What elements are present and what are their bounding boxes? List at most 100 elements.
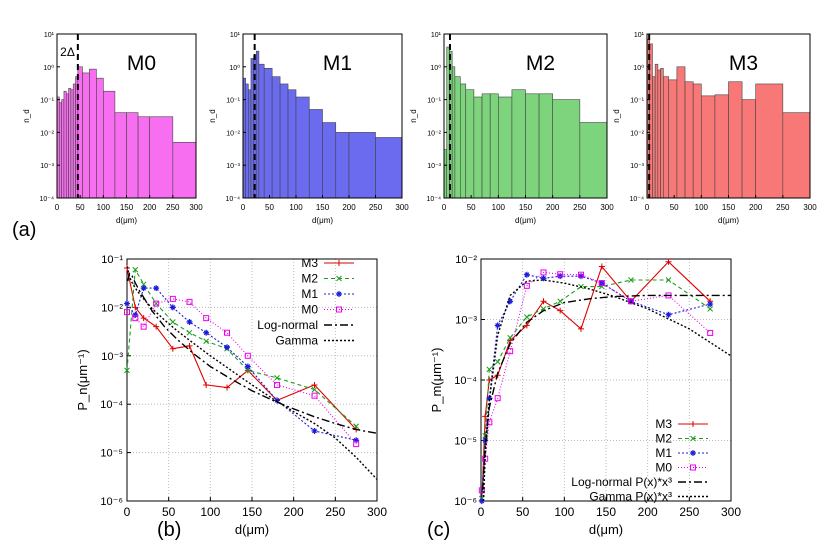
x-tick-label: 250	[325, 505, 345, 519]
data-point	[203, 338, 210, 345]
y-tick-label: 10⁻²	[427, 130, 441, 137]
x-tick-label: 0	[478, 505, 485, 519]
series-m2	[124, 266, 360, 430]
histogram-bar	[473, 96, 483, 199]
y-tick-label: 10⁰	[229, 64, 240, 72]
y-tick-label: 10⁻²	[630, 130, 644, 137]
data-point	[557, 273, 564, 280]
data-point	[124, 309, 130, 316]
histogram-bar	[668, 79, 678, 199]
panel-title: M0	[127, 52, 156, 75]
data-point	[336, 291, 342, 297]
histogram-bar	[103, 90, 116, 199]
data-point	[523, 271, 530, 278]
series-line	[482, 294, 731, 491]
data-point	[353, 423, 360, 430]
y-tick-label: 10⁻²	[226, 130, 240, 137]
x-tick-label: 200	[284, 505, 304, 519]
x-tick-label: 100	[492, 203, 506, 212]
y-tick-label: 10⁻²	[40, 130, 54, 137]
data-point	[707, 301, 714, 308]
y-axis-label: n_d	[208, 109, 217, 122]
legend-label: Gamma P(x)*x³	[589, 490, 672, 504]
data-point	[186, 342, 193, 349]
legend-label: Log-normal P(x)*x³	[571, 475, 672, 489]
data-point	[540, 269, 547, 276]
series-m1	[478, 271, 714, 504]
x-tick-label: 0	[124, 505, 131, 519]
histogram-bar	[149, 116, 174, 199]
y-tick-label: 10¹	[44, 32, 55, 39]
x-tick-label: 50	[162, 505, 176, 519]
data-point	[203, 329, 210, 336]
data-point	[486, 419, 493, 426]
x-tick-label: 300	[367, 505, 387, 519]
data-point	[494, 322, 501, 329]
y-tick-label: 10⁻⁶	[100, 496, 123, 508]
x-axis-label: d(μm)	[235, 522, 269, 537]
x-tick-label: 50	[516, 505, 530, 519]
histogram-bar	[498, 96, 513, 199]
x-axis-label: d(μm)	[312, 216, 333, 225]
data-point	[311, 386, 318, 393]
y-axis-label: n_d	[612, 109, 621, 122]
x-tick-label: 0	[442, 203, 447, 212]
data-point	[153, 285, 160, 292]
histogram-bar	[59, 102, 62, 199]
data-point	[274, 381, 280, 388]
data-point	[186, 298, 193, 305]
histogram-bar	[782, 112, 811, 199]
series-log-normal	[482, 294, 731, 491]
histogram-bar	[295, 96, 310, 199]
panel-title: M1	[323, 52, 352, 75]
legend-label: Gamma	[275, 334, 318, 348]
y-tick-label: 10⁻⁵	[100, 448, 123, 460]
y-tick-label: 10⁻¹	[101, 254, 123, 266]
data-point	[140, 323, 147, 330]
panel-label-a: (a)	[12, 219, 36, 241]
series-line	[126, 267, 357, 430]
data-point	[540, 298, 547, 305]
data-point	[244, 352, 251, 359]
histogram-bar	[728, 81, 743, 199]
y-tick-label: 10⁻³	[101, 351, 123, 363]
data-point	[578, 271, 584, 278]
data-point	[598, 263, 605, 270]
histogram-bar	[287, 89, 297, 199]
y-tick-label: 10¹	[230, 32, 241, 39]
legend-label: M1	[301, 287, 318, 301]
y-tick-label: 10⁻²	[455, 254, 477, 266]
x-tick-label: 250	[369, 203, 383, 212]
data-point	[186, 318, 193, 325]
x-tick-label: 300	[395, 203, 409, 212]
data-point	[690, 450, 696, 456]
data-point	[336, 275, 342, 282]
x-axis-label: d(μm)	[718, 216, 739, 225]
x-axis-label: d(μm)	[589, 522, 623, 537]
data-point	[665, 277, 672, 283]
histogram-row: 0 50 100 150 200 250 300 10⁻⁴ 10⁻³ 10⁻² 10⁻¹ 10⁰ 10¹…	[22, 32, 817, 225]
x-tick-label: 0	[645, 203, 650, 212]
histogram-bar	[375, 137, 403, 199]
histogram-bar	[70, 89, 74, 199]
y-tick-label: 10⁰	[43, 64, 54, 72]
data-point	[224, 344, 230, 351]
x-tick-label: 50	[467, 203, 476, 212]
histogram-bar	[662, 76, 670, 199]
histogram-bar	[652, 76, 656, 199]
data-point	[486, 366, 493, 373]
y-tick-label: 10⁻⁴	[454, 375, 477, 387]
histogram-m1: 0 50 100 150 200 250 300 10⁻⁴ 10⁻³ 10⁻² 10⁻¹ 10⁰ 10¹…	[208, 32, 409, 225]
histogram-bar	[126, 112, 139, 199]
data-point	[311, 392, 318, 399]
data-point	[353, 441, 360, 448]
histogram-m3: 0 50 100 150 200 250 300 10⁻⁴ 10⁻³ 10⁻² 10⁻¹ 10⁰ 10¹…	[612, 32, 817, 225]
series-log-normal	[127, 272, 378, 434]
histogram-bar	[82, 72, 90, 199]
data-point	[224, 329, 230, 336]
y-tick-label: 10⁻³	[427, 163, 441, 170]
x-tick-label: 150	[722, 203, 736, 212]
x-tick-label: 200	[143, 203, 157, 212]
x-axis-label: d(μm)	[116, 216, 137, 225]
data-point	[690, 464, 696, 471]
